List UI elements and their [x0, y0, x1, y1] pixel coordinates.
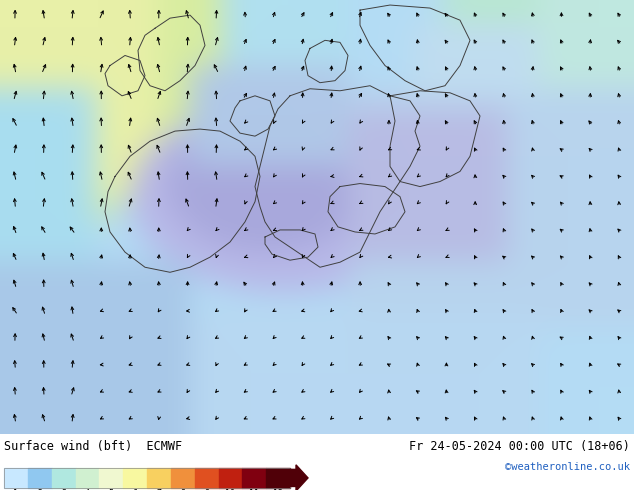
Text: 9: 9	[204, 489, 209, 490]
Bar	[266, 468, 290, 488]
Text: 7: 7	[157, 489, 162, 490]
Bar	[219, 468, 242, 488]
Text: 11: 11	[249, 489, 259, 490]
Bar	[242, 468, 266, 488]
Text: 1: 1	[13, 489, 18, 490]
Bar	[28, 468, 51, 488]
Text: 8: 8	[180, 489, 185, 490]
Text: Fr 24-05-2024 00:00 UTC (18+06): Fr 24-05-2024 00:00 UTC (18+06)	[409, 440, 630, 453]
Text: 10: 10	[226, 489, 235, 490]
Bar	[147, 468, 171, 488]
Bar	[123, 468, 147, 488]
Text: 4: 4	[85, 489, 90, 490]
Bar	[75, 468, 100, 488]
Bar	[51, 468, 75, 488]
Text: 6: 6	[133, 489, 138, 490]
Bar	[171, 468, 195, 488]
Text: ©weatheronline.co.uk: ©weatheronline.co.uk	[505, 462, 630, 472]
Text: 3: 3	[61, 489, 66, 490]
Text: 5: 5	[109, 489, 113, 490]
Text: 2: 2	[37, 489, 42, 490]
Text: Surface wind (bft)  ECMWF: Surface wind (bft) ECMWF	[4, 440, 182, 453]
Bar	[4, 468, 28, 488]
Bar	[195, 468, 219, 488]
Bar	[100, 468, 123, 488]
FancyArrow shape	[290, 465, 308, 490]
Text: 12: 12	[273, 489, 283, 490]
Bar	[4, 468, 290, 488]
